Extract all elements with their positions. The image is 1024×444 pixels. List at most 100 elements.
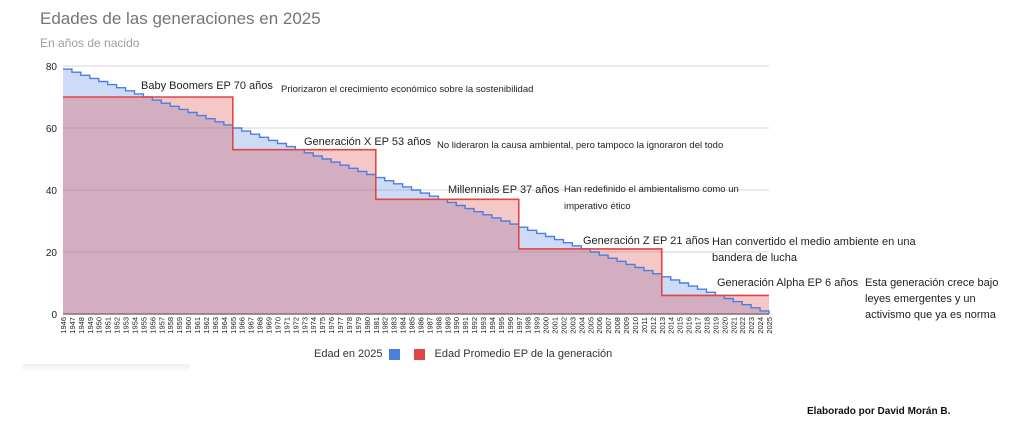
x-tick-label: 2009 bbox=[622, 317, 631, 334]
annotation-label-millennials: Millennials EP 37 años bbox=[448, 184, 560, 196]
x-tick-label: 2007 bbox=[604, 317, 613, 334]
x-tick-label: 1983 bbox=[390, 317, 399, 334]
x-tick-label: 1984 bbox=[399, 317, 408, 334]
x-tick-label: 1971 bbox=[282, 317, 291, 334]
x-tick-label: 1959 bbox=[175, 317, 184, 334]
chart-subtitle: En años de nacido bbox=[40, 36, 140, 50]
x-tick-label: 1961 bbox=[193, 317, 202, 334]
x-tick-label: 1995 bbox=[497, 317, 506, 334]
legend-label-ep: Edad Promedio EP de la generación bbox=[434, 348, 613, 360]
annotation-label-boomers: Baby Boomers EP 70 años bbox=[141, 80, 273, 92]
x-tick-label: 1962 bbox=[202, 317, 211, 334]
annotation-text-genx: No lideraron la causa ambiental, pero ta… bbox=[437, 140, 724, 151]
x-tick-label: 1986 bbox=[416, 317, 425, 334]
x-tick-label: 1956 bbox=[148, 317, 157, 334]
x-tick-label: 1975 bbox=[318, 317, 327, 334]
x-tick-label: 1954 bbox=[130, 317, 139, 334]
x-tick-label: 1967 bbox=[247, 317, 256, 334]
x-tick-label: 1974 bbox=[309, 317, 318, 334]
x-tick-label: 1982 bbox=[381, 317, 390, 334]
x-tick-label: 2005 bbox=[586, 317, 595, 334]
x-tick-label: 2016 bbox=[685, 317, 694, 334]
x-tick-label: 1955 bbox=[139, 317, 148, 334]
x-tick-label: 2010 bbox=[631, 317, 640, 334]
y-tick-label: 0 bbox=[51, 310, 57, 321]
annotation-label-genz: Generación Z EP 21 años bbox=[583, 235, 710, 247]
x-tick-label: 1987 bbox=[425, 317, 434, 334]
x-tick-label: 1948 bbox=[77, 317, 86, 334]
x-tick-label: 1947 bbox=[68, 317, 77, 334]
x-tick-label: 2019 bbox=[711, 317, 720, 334]
x-tick-label: 1953 bbox=[122, 317, 131, 334]
x-tick-label: 1993 bbox=[479, 317, 488, 334]
legend-swatch-edad bbox=[388, 348, 400, 360]
x-tick-label: 2017 bbox=[694, 317, 703, 334]
y-tick-label: 80 bbox=[46, 62, 58, 73]
line-edad bbox=[63, 68, 770, 314]
x-tick-label: 1963 bbox=[211, 317, 220, 334]
line-ep bbox=[63, 96, 769, 297]
x-tick-label: 1981 bbox=[372, 317, 381, 334]
y-tick-label: 60 bbox=[46, 124, 58, 135]
x-tick-label: 1989 bbox=[443, 317, 452, 334]
x-tick-label: 2011 bbox=[640, 317, 649, 333]
annotation-text-genz: Han convertido el medio ambiente en una … bbox=[712, 236, 916, 264]
x-tick-label: 1994 bbox=[488, 317, 497, 334]
x-tick-label: 2018 bbox=[702, 317, 711, 334]
x-tick-label: 1985 bbox=[408, 317, 417, 334]
x-tick-label: 1988 bbox=[434, 317, 443, 334]
x-tick-label: 1979 bbox=[354, 317, 363, 334]
x-tick-label: 1958 bbox=[166, 317, 175, 334]
x-tick-label: 1965 bbox=[229, 317, 238, 334]
x-tick-label: 2006 bbox=[595, 317, 604, 334]
x-tick-label: 2001 bbox=[551, 317, 560, 334]
x-tick-label: 2014 bbox=[667, 317, 676, 334]
y-tick-label: 40 bbox=[46, 186, 58, 197]
x-tick-label: 1999 bbox=[533, 317, 542, 334]
x-tick-label: 1977 bbox=[336, 317, 345, 334]
x-tick-label: 2004 bbox=[577, 317, 586, 334]
x-tick-label: 2013 bbox=[658, 317, 667, 334]
x-tick-label: 1952 bbox=[113, 317, 122, 334]
annotation-text-millennials: Han redefinido el ambientalismo como un … bbox=[564, 184, 739, 212]
x-tick-label: 1957 bbox=[157, 317, 166, 334]
x-tick-label: 1946 bbox=[59, 317, 68, 334]
credit-text: Elaborado por David Morán B. bbox=[807, 406, 951, 417]
x-tick-label: 1970 bbox=[273, 317, 282, 334]
x-tick-label: 1980 bbox=[363, 317, 372, 334]
x-tick-label: 2021 bbox=[729, 317, 738, 334]
x-tick-label: 1990 bbox=[452, 317, 461, 334]
x-tick-label: 2020 bbox=[720, 317, 729, 334]
divider-shadow bbox=[22, 364, 190, 372]
y-tick-label: 20 bbox=[46, 248, 58, 259]
x-tick-label: 1997 bbox=[515, 317, 524, 334]
x-tick-label: 1968 bbox=[256, 317, 265, 334]
x-tick-label: 2022 bbox=[738, 317, 747, 334]
x-tick-label: 1966 bbox=[238, 317, 247, 334]
x-tick-label: 2023 bbox=[747, 317, 756, 334]
x-tick-label: 2002 bbox=[559, 317, 568, 334]
x-tick-label: 1969 bbox=[265, 317, 274, 334]
x-tick-label: 1951 bbox=[104, 317, 113, 334]
x-tick-label: 1972 bbox=[291, 317, 300, 334]
x-tick-label: 1976 bbox=[327, 317, 336, 334]
x-tick-label: 1992 bbox=[470, 317, 479, 334]
x-tick-label: 1998 bbox=[524, 317, 533, 334]
x-tick-label: 2012 bbox=[649, 317, 658, 334]
annotation-text-boomers: Priorizaron el crecimiento económico sob… bbox=[281, 84, 534, 95]
x-tick-label: 2003 bbox=[568, 317, 577, 334]
x-tick-label: 1949 bbox=[86, 317, 95, 334]
legend-swatch-ep bbox=[413, 348, 425, 360]
chart-legend: Edad en 2025 Edad Promedio EP de la gener… bbox=[314, 348, 612, 360]
legend-label-edad: Edad en 2025 bbox=[314, 348, 383, 360]
x-tick-label: 1973 bbox=[300, 317, 309, 334]
area-edad bbox=[63, 69, 769, 314]
x-tick-label: 1950 bbox=[95, 317, 104, 334]
chart-title: Edades de las generaciones en 2025 bbox=[40, 9, 321, 28]
area-ep bbox=[63, 97, 769, 314]
x-tick-label: 1996 bbox=[506, 317, 515, 334]
x-tick-label: 1978 bbox=[345, 317, 354, 334]
annotation-label-genx: Generación X EP 53 años bbox=[304, 136, 431, 148]
annotation-text-alpha: Esta generación crece bajo leyes emergen… bbox=[865, 277, 999, 321]
